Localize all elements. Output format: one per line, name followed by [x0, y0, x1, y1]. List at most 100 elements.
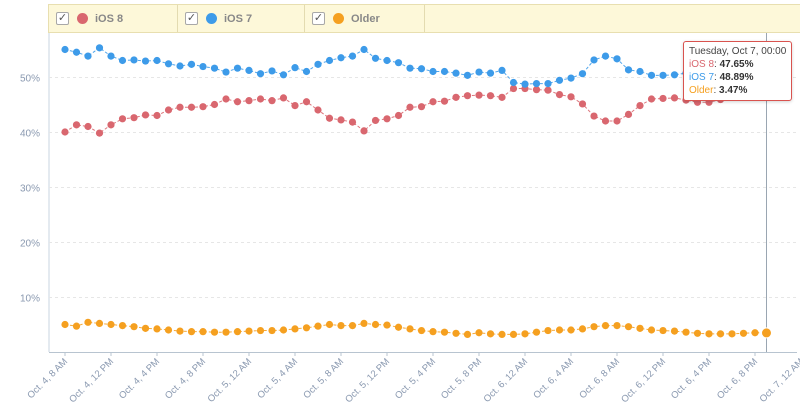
data-point: [463, 330, 472, 338]
swatch-ios8: [77, 13, 88, 24]
y-tick-label: 30%: [20, 184, 40, 195]
data-point: [245, 97, 253, 105]
data-point: [440, 328, 449, 336]
x-tick-label: Oct. 5, 8 AM: [301, 356, 346, 401]
legend-item-ios8[interactable]: ✓ iOS 8: [49, 5, 178, 32]
data-point: [199, 328, 207, 336]
x-tick-label: Oct. 5, 12 AM: [206, 356, 255, 405]
data-point: [187, 103, 196, 111]
data-point: [61, 45, 69, 54]
data-point: [302, 98, 311, 106]
data-point: [141, 111, 150, 119]
data-point: [498, 330, 506, 338]
data-point: [613, 117, 621, 125]
data-point: [291, 64, 299, 72]
data-point: [705, 330, 713, 338]
data-point: [187, 328, 196, 336]
data-point: [72, 121, 81, 129]
x-tick-label: Oct. 6, 8 AM: [577, 356, 622, 401]
data-point: [210, 328, 219, 336]
data-point: [360, 319, 368, 327]
data-point: [314, 106, 322, 114]
legend-label-ios8: iOS 8: [95, 12, 124, 25]
legend-label-ios7: iOS 7: [224, 12, 253, 25]
data-point: [84, 318, 92, 326]
data-point: [199, 62, 207, 71]
checkbox-ios7[interactable]: ✓: [185, 12, 198, 25]
data-point: [567, 93, 575, 101]
data-point: [452, 69, 460, 77]
data-point: [452, 329, 460, 337]
data-point: [475, 68, 483, 76]
data-point: [233, 328, 242, 336]
data-point: [636, 102, 644, 110]
data-point: [728, 330, 736, 338]
data-point: [187, 60, 196, 68]
data-point: [130, 114, 138, 122]
checkbox-ios8[interactable]: ✓: [56, 12, 69, 25]
data-point: [325, 114, 334, 122]
x-tick-label: Oct. 4, 12 PM: [67, 356, 116, 405]
data-point: [429, 67, 437, 76]
swatch-ios7: [206, 13, 217, 24]
data-point: [222, 328, 230, 336]
data-point: [659, 71, 667, 79]
data-point: [176, 103, 184, 111]
data-point: [394, 323, 403, 331]
data-point: [153, 56, 161, 65]
y-tick-label: 10%: [20, 294, 40, 305]
data-point: [383, 115, 391, 123]
data-point: [751, 329, 759, 337]
data-point: [245, 327, 253, 335]
data-point: [555, 326, 564, 334]
data-point: [555, 76, 564, 84]
legend-label-older: Older: [351, 12, 380, 25]
data-point: [72, 322, 81, 330]
data-point: [590, 323, 598, 331]
data-point: [417, 103, 426, 111]
data-point: [440, 97, 449, 105]
tooltip-value-ios8: 47.65%: [719, 59, 754, 70]
x-tick-label: Oct. 7, 12 AM: [758, 356, 800, 405]
data-point: [118, 115, 127, 123]
data-point: [141, 57, 150, 65]
data-point: [670, 94, 679, 102]
legend-item-older[interactable]: ✓ Older: [305, 5, 425, 32]
data-point: [659, 326, 667, 335]
data-point: [279, 326, 288, 334]
data-point: [739, 329, 748, 337]
x-tick-label: Oct. 4, 4 PM: [117, 356, 162, 401]
data-point: [475, 329, 483, 337]
data-point: [544, 86, 552, 94]
data-point: [95, 44, 104, 52]
data-point: [647, 326, 656, 334]
data-point: [337, 54, 345, 62]
data-point: [463, 71, 472, 79]
tooltip: Tuesday, Oct 7, 00:00 iOS 8: 47.65% iOS …: [683, 41, 793, 101]
data-point: [141, 324, 150, 332]
data-point: [153, 111, 161, 120]
tooltip-name-older: Older: [689, 85, 714, 96]
data-point: [670, 327, 679, 335]
data-point: [164, 60, 173, 68]
data-point: [578, 100, 587, 108]
data-point: [210, 100, 219, 109]
y-tick-label: 20%: [20, 239, 40, 250]
data-point: [636, 67, 644, 76]
data-point: [761, 327, 772, 339]
data-point: [521, 80, 529, 88]
data-point: [291, 325, 299, 333]
data-point: [532, 86, 541, 94]
x-tick-label: Oct. 4, 8 AM: [25, 356, 70, 401]
data-point: [360, 127, 368, 135]
data-point: [394, 111, 403, 120]
data-point: [509, 78, 518, 87]
data-point: [406, 325, 414, 333]
data-point: [406, 64, 414, 72]
data-point: [95, 129, 104, 137]
checkbox-older[interactable]: ✓: [312, 12, 325, 25]
data-point: [268, 97, 276, 105]
legend-item-ios7[interactable]: ✓ iOS 7: [178, 5, 305, 32]
data-point: [716, 330, 725, 338]
tooltip-row-ios7: iOS 7: 48.89%: [689, 72, 754, 83]
